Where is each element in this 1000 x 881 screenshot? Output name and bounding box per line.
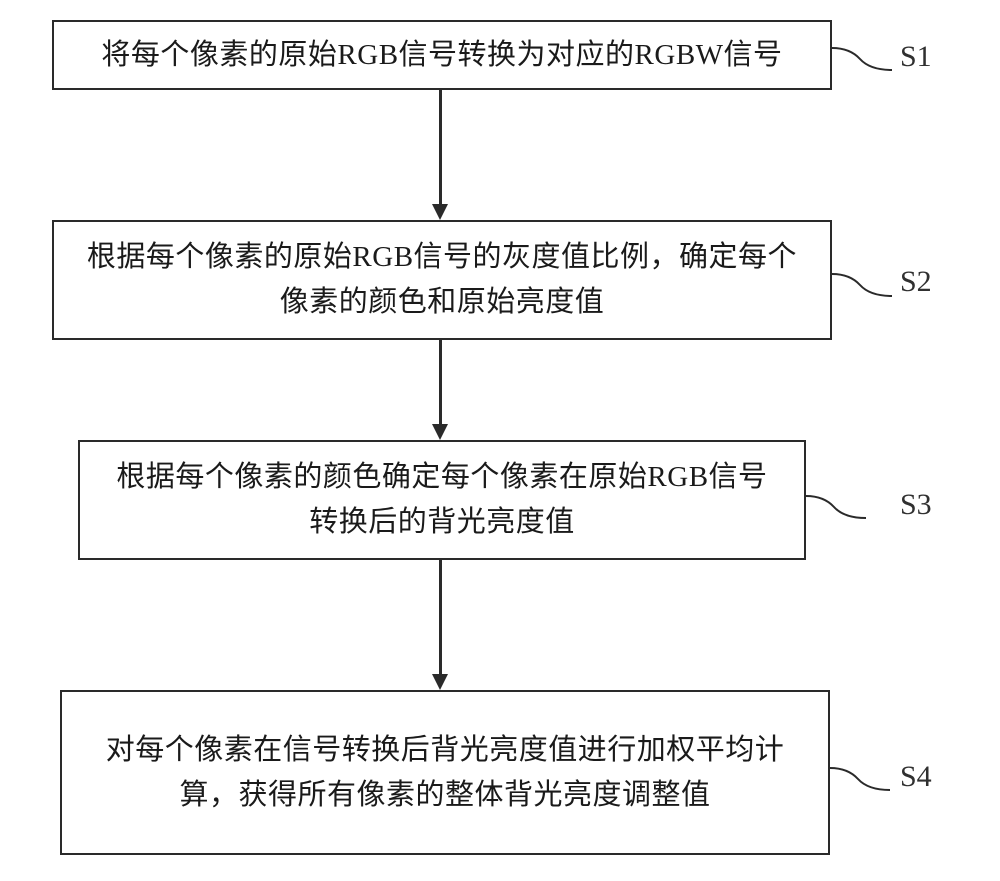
flow-arrow-head <box>432 204 448 220</box>
flow-node-s4: 对每个像素在信号转换后背光亮度值进行加权平均计算，获得所有像素的整体背光亮度调整… <box>60 690 830 855</box>
flow-node-text: 根据每个像素的颜色确定每个像素在原始RGB信号转换后的背光亮度值 <box>108 455 776 545</box>
label-connector-curve <box>832 42 880 82</box>
flow-node-s3: 根据每个像素的颜色确定每个像素在原始RGB信号转换后的背光亮度值 <box>78 440 806 560</box>
flow-arrow-line <box>439 560 442 674</box>
flow-arrow-line <box>439 340 442 424</box>
flow-node-s2: 根据每个像素的原始RGB信号的灰度值比例，确定每个像素的颜色和原始亮度值 <box>52 220 832 340</box>
flow-node-s1: 将每个像素的原始RGB信号转换为对应的RGBW信号 <box>52 20 832 90</box>
label-connector-curve <box>806 490 854 530</box>
flow-node-text: 将每个像素的原始RGB信号转换为对应的RGBW信号 <box>101 33 782 78</box>
label-connector-curve <box>832 268 880 308</box>
flow-arrow-head <box>432 424 448 440</box>
flowchart-canvas: 将每个像素的原始RGB信号转换为对应的RGBW信号根据每个像素的原始RGB信号的… <box>0 0 1000 881</box>
flow-node-text: 根据每个像素的原始RGB信号的灰度值比例，确定每个像素的颜色和原始亮度值 <box>82 235 802 325</box>
flow-arrow-head <box>432 674 448 690</box>
flow-arrow-line <box>439 90 442 204</box>
step-label-s2: S2 <box>900 265 932 299</box>
flow-node-text: 对每个像素在信号转换后背光亮度值进行加权平均计算，获得所有像素的整体背光亮度调整… <box>90 728 800 818</box>
step-label-s1: S1 <box>900 40 932 74</box>
step-label-s3: S3 <box>900 488 932 522</box>
label-connector-curve <box>830 762 878 802</box>
step-label-s4: S4 <box>900 760 932 794</box>
